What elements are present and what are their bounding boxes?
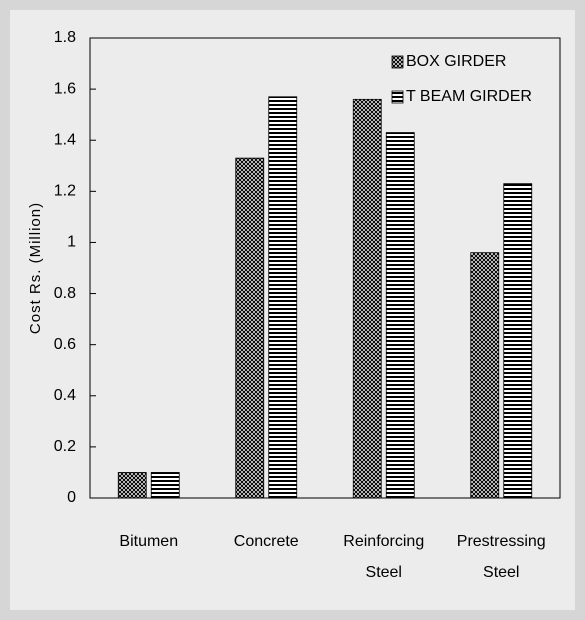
x-tick-label: Reinforcing Steel: [343, 533, 425, 581]
bar: [235, 157, 265, 499]
y-tick-label: 0: [67, 489, 76, 506]
y-tick-label: 1.4: [54, 131, 76, 148]
y-tick-label: 1: [67, 234, 76, 251]
y-tick-label: 0.6: [54, 336, 76, 353]
bar: [470, 252, 500, 499]
y-tick-label: 1.2: [54, 183, 76, 200]
bar: [268, 96, 298, 499]
bar: [385, 132, 415, 499]
legend-swatch: [391, 55, 404, 69]
bar: [117, 472, 147, 499]
legend-label: BOX GIRDER: [406, 53, 506, 70]
y-tick-label: 0.4: [54, 387, 76, 404]
x-tick-label: Concrete: [233, 533, 299, 550]
plot-frame: [89, 37, 561, 499]
x-tick-label: Prestressing Steel: [456, 533, 546, 581]
x-tick-label: Bitumen: [119, 533, 179, 550]
y-tick-label: 0.8: [54, 285, 76, 302]
bar: [150, 472, 180, 499]
y-tick-label: 1.8: [54, 29, 76, 46]
y-tick-label: 1.6: [54, 80, 76, 97]
legend-label: T BEAM GIRDER: [406, 88, 532, 105]
y-axis-label: Cost Rs. (Million): [27, 202, 44, 334]
y-tick-label: 0.2: [54, 438, 76, 455]
legend-swatch: [391, 90, 404, 104]
bar: [503, 183, 533, 499]
bar: [352, 98, 382, 499]
